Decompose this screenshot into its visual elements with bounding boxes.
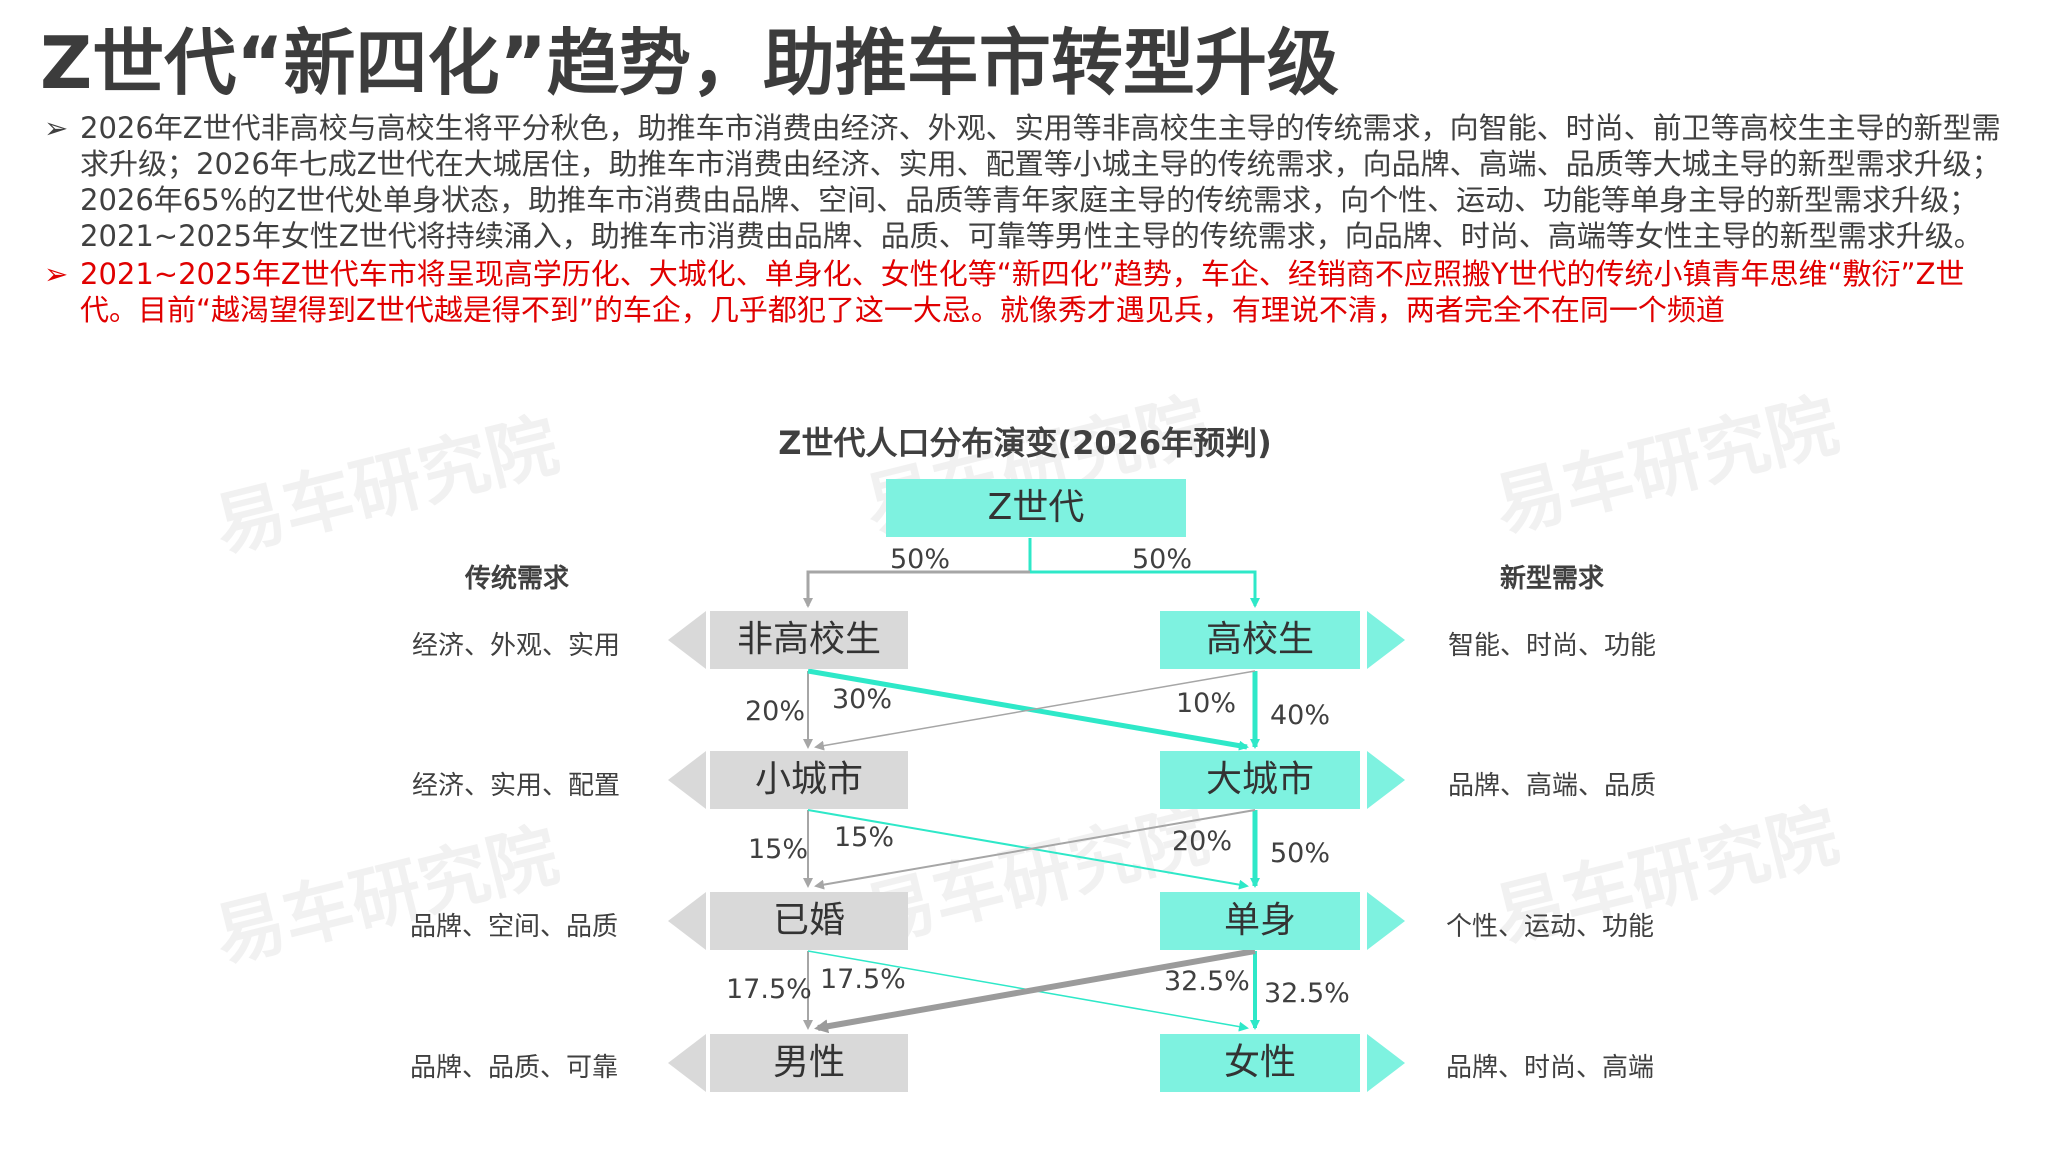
bullet-text: 2026年Z世代非高校与高校生将平分秋色，助推车市消费由经济、外观、实用等非高校… (80, 111, 2001, 253)
cross-right-to-left-line (814, 948, 1256, 1034)
root-to-left-line (803, 570, 1030, 608)
right-column-header: 新型需求 (1500, 564, 1605, 594)
pct-right-to-right: 40% (1270, 700, 1331, 731)
pct-left-to-left: 20% (745, 696, 806, 727)
chevron-right-icon (1367, 1034, 1405, 1092)
chevron-left-icon (668, 611, 706, 669)
diagram-title: Z世代人口分布演变(2026年预判) (778, 424, 1272, 462)
box-male: 男性 (710, 1034, 908, 1092)
chevron-left-icon (668, 751, 706, 809)
left-column-header: 传统需求 (465, 564, 570, 594)
chevron-right-icon (1367, 751, 1405, 809)
right-needs-label: 品牌、时尚、高端 (1446, 1053, 1655, 1083)
box-single: 单身 (1160, 892, 1360, 950)
bullet-item-highlight: ➢ 2021~2025年Z世代车市将呈现高学历化、大城化、单身化、女性化等“新四… (44, 256, 2014, 328)
root-left-pct: 50% (890, 544, 951, 575)
pct-left-to-left: 17.5% (726, 974, 812, 1005)
box-big-city: 大城市 (1160, 751, 1360, 809)
page-title: Z世代“新四化”趋势，助推车市转型升级 (40, 21, 1339, 105)
cross-right-to-left-line (814, 670, 1256, 751)
left-needs-label: 经济、外观、实用 (412, 631, 621, 661)
pct-right-to-right: 50% (1270, 838, 1331, 869)
bullet-text: 2021~2025年Z世代车市将呈现高学历化、大城化、单身化、女性化等“新四化”… (80, 257, 1965, 327)
pct-left-to-left: 15% (748, 834, 809, 865)
left-chevron-icons (668, 611, 706, 1092)
arrow-bullet-icon: ➢ (44, 257, 69, 291)
pct-left-to-right: 30% (832, 684, 893, 715)
right-needs-label: 品牌、高端、品质 (1448, 771, 1657, 801)
root-to-right-line (1030, 570, 1260, 608)
pct-right-to-left: 32.5% (1164, 966, 1250, 997)
chevron-right-icon (1367, 892, 1405, 950)
pct-right-to-left: 20% (1172, 826, 1233, 857)
pct-right-to-right: 32.5% (1264, 978, 1350, 1009)
cross-left-to-right-line (807, 668, 1249, 751)
left-needs-label: 品牌、空间、品质 (410, 912, 619, 942)
left-needs-label: 品牌、品质、可靠 (410, 1053, 619, 1083)
box-female: 女性 (1160, 1034, 1360, 1092)
right-chevron-icons (1367, 611, 1405, 1092)
box-small-city: 小城市 (710, 751, 908, 809)
box-married: 已婚 (710, 892, 908, 950)
bullet-list: ➢ 2026年Z世代非高校与高校生将平分秋色，助推车市消费由经济、外观、实用等非… (44, 110, 2014, 328)
chevron-left-icon (668, 1034, 706, 1092)
pct-right-to-left: 10% (1176, 688, 1237, 719)
chevron-right-icon (1367, 611, 1405, 669)
box-college: 高校生 (1160, 611, 1360, 669)
arrow-bullet-icon: ➢ (44, 111, 69, 145)
box-non-college: 非高校生 (710, 611, 908, 669)
cross-right-to-left-line (814, 809, 1256, 890)
pct-left-to-right: 17.5% (820, 964, 906, 995)
left-needs-label: 经济、实用、配置 (412, 771, 621, 801)
right-needs-label: 智能、时尚、功能 (1448, 631, 1657, 661)
bullet-item: ➢ 2026年Z世代非高校与高校生将平分秋色，助推车市消费由经济、外观、实用等非… (44, 110, 2014, 254)
pct-left-to-right: 15% (834, 822, 895, 853)
root-right-pct: 50% (1132, 544, 1193, 575)
chevron-left-icon (668, 892, 706, 950)
cross-left-to-right-line (807, 809, 1249, 890)
right-needs-label: 个性、运动、功能 (1446, 912, 1655, 942)
root-box: Z世代 (886, 479, 1186, 537)
